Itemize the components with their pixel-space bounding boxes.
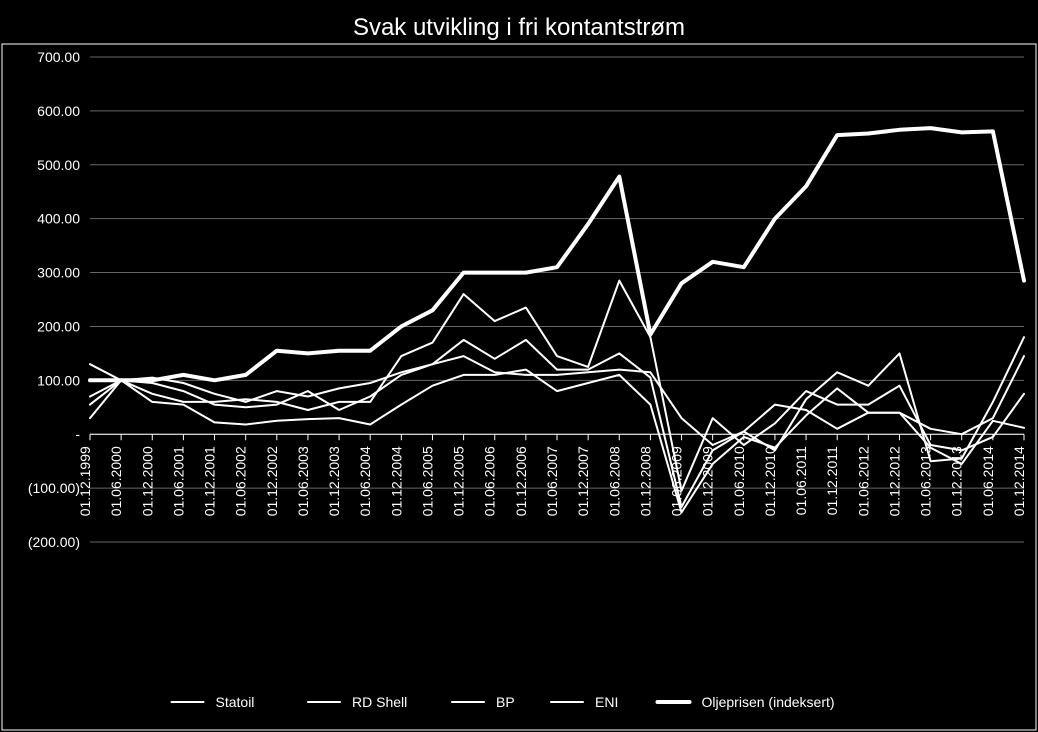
y-tick-label: 100.00 <box>37 372 80 388</box>
x-tick-label: 01.12.2008 <box>637 446 653 516</box>
y-tick-label: 400.00 <box>37 211 80 227</box>
x-tick-label: 01.12.2005 <box>451 446 467 516</box>
x-tick-label: 01.12.2000 <box>139 446 155 516</box>
x-tick-label: 01.12.2010 <box>762 446 778 516</box>
chart-border <box>2 44 1036 730</box>
x-tick-label: 01.06.2012 <box>855 446 871 516</box>
x-tick-label: 01.12.1999 <box>77 446 93 516</box>
legend-label: Statoil <box>216 694 255 710</box>
x-tick-label: 01.12.2001 <box>202 446 218 516</box>
series-oljeprisen-indeksert- <box>90 128 1024 380</box>
x-tick-label: 01.06.2007 <box>544 446 560 516</box>
x-tick-label: 01.06.2013 <box>918 446 934 516</box>
y-tick-label: 700.00 <box>37 49 80 65</box>
y-tick-label: 500.00 <box>37 157 80 173</box>
x-tick-label: 01.06.2004 <box>357 446 373 516</box>
x-tick-label: 01.06.2014 <box>980 446 996 516</box>
x-tick-label: 01.06.2011 <box>793 446 809 515</box>
y-tick-label: - <box>75 426 80 442</box>
x-tick-label: 01.06.2000 <box>108 446 124 516</box>
x-tick-label: 01.12.2002 <box>264 446 280 516</box>
x-tick-label: 01.06.2001 <box>170 446 186 516</box>
chart-container: Svak utvikling i fri kontantstrøm (200.0… <box>0 0 1038 730</box>
x-tick-label: 01.06.2008 <box>606 446 622 516</box>
x-tick-label: 01.06.2006 <box>482 446 498 516</box>
chart-title: Svak utvikling i fri kontantstrøm <box>0 0 1038 42</box>
y-tick-label: 200.00 <box>37 318 80 334</box>
x-tick-label: 01.06.2010 <box>731 446 747 516</box>
y-tick-label: 300.00 <box>37 265 80 281</box>
x-tick-label: 01.12.2012 <box>886 446 902 516</box>
x-tick-label: 01.12.2004 <box>388 446 404 516</box>
x-tick-label: 01.06.2002 <box>233 446 249 516</box>
legend-label: ENI <box>595 694 618 710</box>
legend-label: Oljeprisen (indeksert) <box>702 694 835 710</box>
x-tick-label: 01.06.2003 <box>295 446 311 516</box>
y-tick-label: (100.00) <box>28 480 80 496</box>
legend-label: RD Shell <box>352 694 407 710</box>
y-tick-label: 600.00 <box>37 103 80 119</box>
x-tick-label: 01.12.2003 <box>326 446 342 516</box>
y-tick-label: (200.00) <box>28 534 80 550</box>
x-tick-label: 01.12.2014 <box>1011 446 1027 516</box>
x-tick-label: 01.12.2011 <box>824 446 840 515</box>
x-tick-label: 01.06.2005 <box>419 446 435 516</box>
chart-svg: (200.00) (100.00) - 100.00 200.00 300.00 400.0… <box>0 42 1038 732</box>
x-tick-label: 01.12.2007 <box>575 446 591 516</box>
legend-label: BP <box>496 694 515 710</box>
x-tick-label: 01.12.2006 <box>513 446 529 516</box>
